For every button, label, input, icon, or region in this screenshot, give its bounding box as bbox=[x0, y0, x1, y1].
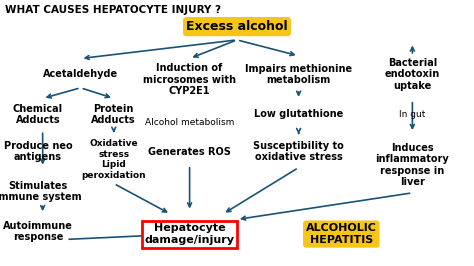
Text: Stimulates
immune system: Stimulates immune system bbox=[0, 181, 81, 202]
Text: ALCOHOLIC
HEPATITIS: ALCOHOLIC HEPATITIS bbox=[306, 223, 377, 245]
Text: Induces
inflammatory
response in
liver: Induces inflammatory response in liver bbox=[375, 143, 449, 187]
Text: Autoimmune
response: Autoimmune response bbox=[3, 221, 73, 242]
Text: Produce neo
antigens: Produce neo antigens bbox=[4, 141, 72, 163]
Text: Hepatocyte
damage/injury: Hepatocyte damage/injury bbox=[145, 223, 235, 245]
Text: Acetaldehyde: Acetaldehyde bbox=[43, 69, 118, 80]
Text: Susceptibility to
oxidative stress: Susceptibility to oxidative stress bbox=[253, 141, 344, 163]
Text: Impairs methionine
metabolism: Impairs methionine metabolism bbox=[245, 64, 352, 85]
Text: Low glutathione: Low glutathione bbox=[254, 109, 343, 119]
Text: Protein
Adducts: Protein Adducts bbox=[91, 103, 136, 125]
Text: In gut: In gut bbox=[399, 110, 426, 119]
Text: Generates ROS: Generates ROS bbox=[148, 147, 231, 157]
Text: Oxidative
stress
Lipid
peroxidation: Oxidative stress Lipid peroxidation bbox=[82, 139, 146, 180]
Text: Alcohol metabolism: Alcohol metabolism bbox=[145, 118, 234, 127]
Text: Bacterial
endotoxin
uptake: Bacterial endotoxin uptake bbox=[385, 58, 440, 91]
Text: Excess alcohol: Excess alcohol bbox=[186, 20, 288, 33]
Text: Induction of
microsomes with
CYP2E1: Induction of microsomes with CYP2E1 bbox=[143, 63, 236, 96]
Text: WHAT CAUSES HEPATOCYTE INJURY ?: WHAT CAUSES HEPATOCYTE INJURY ? bbox=[5, 5, 221, 15]
Text: Chemical
Adducts: Chemical Adducts bbox=[13, 103, 63, 125]
